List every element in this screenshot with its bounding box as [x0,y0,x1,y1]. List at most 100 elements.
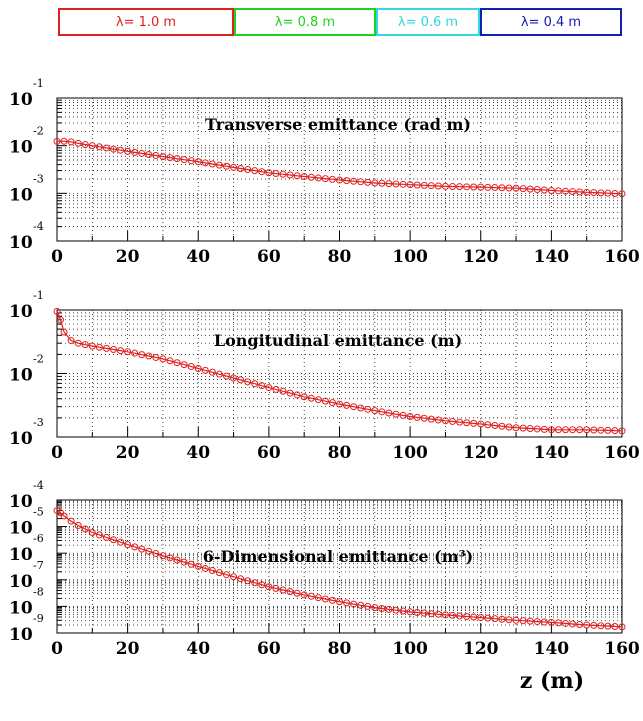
x-tick-label: 140 [534,443,570,463]
data-point [265,384,273,392]
data-point [57,316,65,324]
data-point [533,425,541,433]
y-tick-exponent: -2 [33,125,44,138]
data-point [449,611,456,619]
data-point [420,609,428,617]
data-point [124,541,132,549]
x-axis-label: z (m) [520,668,584,694]
x-tick-label: 20 [116,247,140,267]
x-tick-label: 40 [186,443,210,463]
data-point [131,349,139,357]
data-point [576,620,584,628]
data-point [230,573,238,581]
data-point [413,413,421,421]
data-point [180,558,188,566]
data-point [180,156,188,164]
data-point [519,185,527,193]
data-point [230,374,238,382]
data-point [293,589,301,597]
y-tick-label: 10 [9,492,33,512]
y-tick-exponent: -7 [33,559,44,572]
data-point [187,363,195,371]
data-point [554,619,562,627]
data-point [491,615,499,623]
data-point [328,399,336,407]
data-point [194,562,202,570]
data-point [201,564,209,572]
data-point [67,138,75,146]
y-tick-label: 10 [9,366,33,386]
data-point [498,615,506,623]
data-point [237,376,245,384]
data-point [604,426,612,434]
x-tick-label: 120 [463,639,499,659]
data-point [604,189,612,197]
data-point [173,556,181,564]
data-point [434,182,442,190]
legend-label: λ= 0.8 m [274,14,336,30]
data-point [512,184,520,192]
x-tick-label: 100 [392,443,428,463]
data-point [131,148,139,156]
data-point [413,609,421,617]
data-point [88,342,96,350]
data-point [597,426,605,434]
data-point [449,417,456,425]
data-point [293,172,301,180]
data-point [215,370,223,378]
legend-label: λ= 1.0 m [115,14,177,30]
data-point [110,536,117,544]
data-point [102,533,110,541]
data-point [618,190,626,198]
data-point [576,426,584,434]
data-point [336,598,343,606]
data-point [470,613,478,621]
data-point [604,622,612,630]
x-tick-label: 40 [186,247,210,267]
data-point [441,417,449,425]
data-point [81,525,89,533]
data-point [74,139,82,147]
data-point [583,188,591,196]
data-point [110,145,117,153]
data-point [74,339,82,347]
data-point [279,170,287,178]
data-point [357,601,365,609]
y-tick-label: 10 [9,185,33,205]
data-point [583,621,591,629]
data-point [300,591,308,599]
data-point [279,586,287,594]
data-point [336,176,343,184]
data-point [314,594,322,602]
data-point [590,189,598,197]
data-point [569,426,577,434]
y-tick-label: 10 [9,598,33,618]
data-point [117,146,125,154]
data-point [420,181,428,189]
data-point [244,577,252,585]
data-point [427,182,435,190]
x-tick-label: 20 [116,443,140,463]
data-point [385,180,393,188]
data-point [590,621,598,629]
data-point [378,604,386,612]
data-point [208,368,216,376]
data-point [456,418,464,426]
data-point [187,157,195,165]
data-point [526,425,534,433]
data-point [251,579,259,587]
data-point [562,619,569,627]
y-tick-label: 10 [9,572,33,592]
data-point [611,427,619,435]
data-point [215,569,223,577]
x-tick-label: 140 [534,639,570,659]
data-point [272,584,280,592]
data-point [569,620,577,628]
data-point [470,419,478,427]
data-point [519,424,527,432]
data-point [300,393,308,401]
chart-title: Longitudinal emittance (m) [214,331,462,350]
data-point [53,307,61,315]
